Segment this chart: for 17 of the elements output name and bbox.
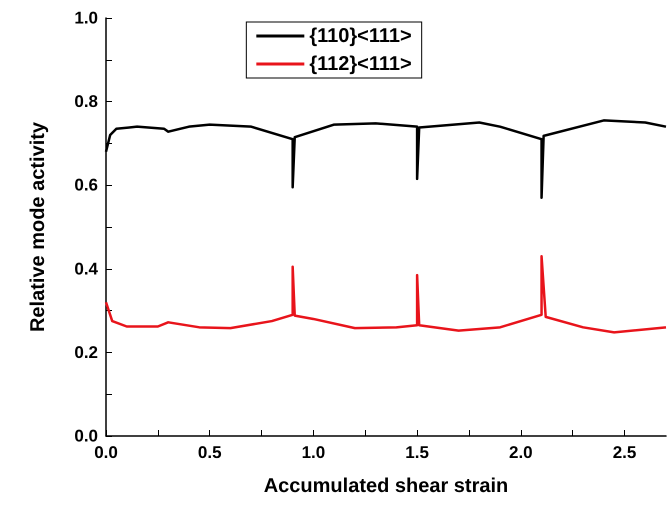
y-tick-label: 0.8 (74, 92, 98, 112)
y-tick-label: 0.6 (74, 176, 98, 195)
y-tick-label: 0.4 (74, 259, 99, 278)
line-series (104, 255, 668, 334)
x-tick-label: 2.0 (508, 443, 533, 462)
x-tick-label: 1.5 (405, 443, 429, 462)
y-axis-title: Relative mode activity (27, 121, 49, 332)
x-axis-title: Accumulated shear strain (264, 475, 508, 497)
x-tick-label: 1.0 (302, 443, 326, 462)
y-tick-label: 0.0 (74, 426, 98, 446)
x-tick-label: 0.5 (198, 443, 222, 462)
y-tick-label: 0.2 (74, 342, 98, 362)
x-tick-label: 2.5 (612, 443, 636, 462)
legend-label: {112}<111> (309, 53, 412, 75)
y-tick-label: 1.0 (74, 8, 98, 28)
x-tick-label: 0.0 (94, 443, 118, 462)
legend-label: {110}<111> (309, 25, 412, 47)
